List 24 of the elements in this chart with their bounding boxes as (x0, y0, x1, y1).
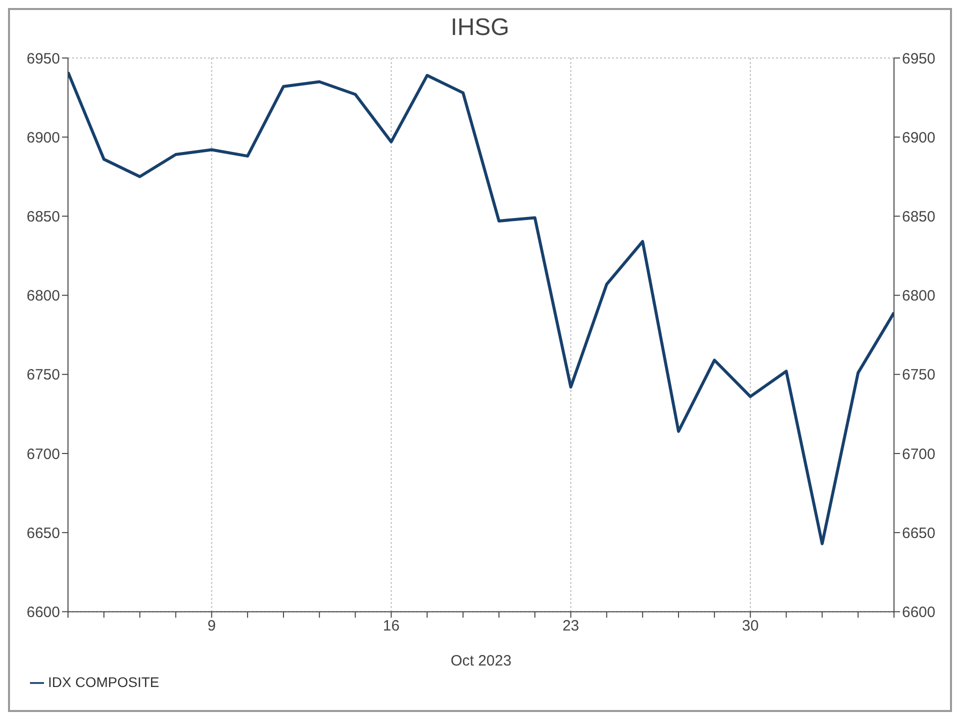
y2-tick-label: 6700 (902, 446, 936, 463)
y-tick-label: 6750 (26, 366, 60, 384)
x-tick-label: 16 (382, 617, 400, 634)
x-tick-label: 30 (742, 617, 759, 634)
y2-tick-label: 6650 (902, 524, 936, 542)
y2-tick-label: 6800 (902, 288, 936, 305)
y2-tick-label: 6750 (902, 366, 936, 384)
x-tick-label: 23 (562, 617, 580, 634)
legend-label: IDX COMPOSITE (48, 674, 160, 690)
line-series (68, 70, 894, 546)
y-tick-label: 6700 (26, 446, 60, 463)
x-tick-label: 9 (207, 617, 216, 634)
y-tick-label: 6600 (26, 604, 60, 622)
y-tick-label: 6900 (26, 129, 60, 146)
y2-tick-label: 6600 (902, 604, 936, 622)
y2-tick-label: 6950 (902, 50, 936, 68)
y-tick-label: 6950 (26, 50, 60, 68)
y-tick-label: 6800 (26, 288, 60, 305)
x-axis-title: Oct 2023 (450, 652, 512, 670)
y-tick-label: 6650 (26, 524, 60, 542)
chart-title: IHSG (450, 14, 510, 42)
y2-tick-label: 6900 (902, 129, 936, 146)
y2-tick-label: 6850 (902, 208, 936, 226)
y-tick-label: 6850 (26, 208, 60, 226)
